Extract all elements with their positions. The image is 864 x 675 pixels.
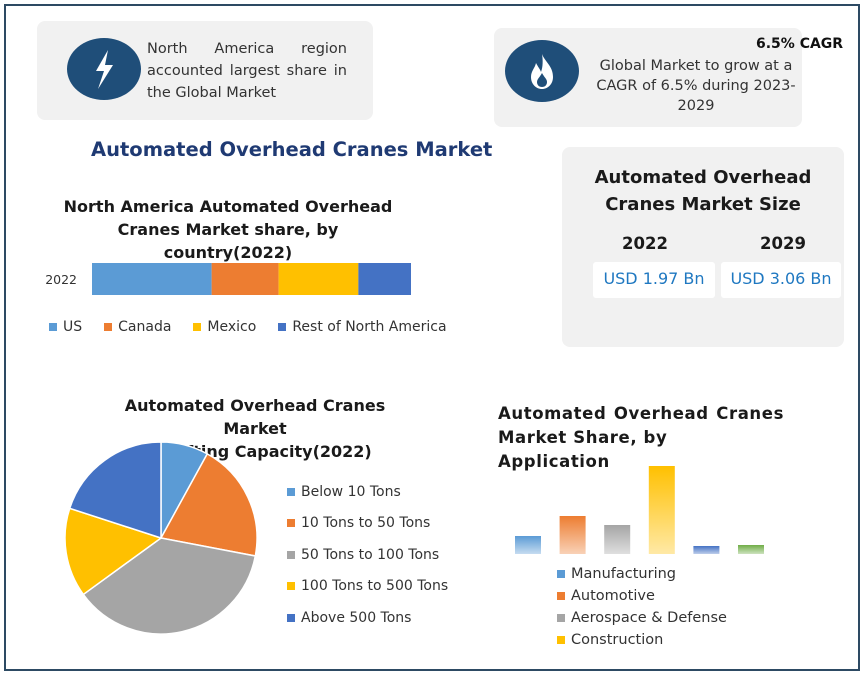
- market-size-card: [562, 147, 844, 347]
- title-word: Cranes: [716, 404, 784, 423]
- info-cagr-text-line3: 2029: [677, 98, 715, 114]
- market-size-year-2029: 2029: [760, 234, 806, 253]
- legend-item-automotive: Automotive: [557, 585, 727, 607]
- capacity-chart-title-line2: by, Lifting Capacity(2022): [138, 442, 372, 461]
- country-chart-legend: US Canada Mexico Rest of North America: [49, 319, 447, 335]
- legend-label: Construction: [571, 632, 664, 648]
- capacity-chart-legend: Below 10 Tons 10 Tons to 50 Tons 50 Tons t…: [287, 476, 448, 634]
- legend-item-below-10-tons: Below 10 Tons: [287, 476, 448, 508]
- legend-label: Above 500 Tons: [301, 609, 412, 626]
- legend-item-aerospace-and-defense: Aerospace & Defense: [557, 607, 727, 629]
- page-title: Automated Overhead Cranes Market: [91, 138, 493, 161]
- application-chart-title-line2: Market Share, by Application: [498, 428, 668, 471]
- legend-item-10-tons-to-50-tons: 10 Tons to 50 Tons: [287, 508, 448, 540]
- infographic-frame: [4, 4, 860, 671]
- legend-swatch: [557, 614, 565, 622]
- capacity-chart-title: Automated Overhead Cranes Market by, Lif…: [94, 394, 416, 463]
- legend-swatch: [104, 323, 113, 331]
- legend-swatch: [287, 519, 295, 528]
- legend-swatch: [49, 323, 57, 331]
- lightning-bolt-icon: [67, 38, 141, 100]
- legend-label: 100 Tons to 500 Tons: [301, 578, 449, 595]
- legend-swatch: [287, 613, 295, 622]
- legend-label: US: [63, 319, 83, 335]
- legend-label: 10 Tons to 50 Tons: [301, 515, 431, 532]
- info-region-text-line1: North America region: [147, 41, 347, 57]
- legend-swatch: [287, 487, 295, 496]
- legend-item-100-tons-to-500-tons: 100 Tons to 500 Tons: [287, 571, 448, 603]
- legend-item-rest-of-north-america: Rest of North America: [278, 319, 447, 335]
- country-chart-title-line2: Cranes Market share, by country(2022): [117, 220, 339, 262]
- legend-label: Manufacturing: [571, 566, 676, 582]
- country-chart-title: North America Automated Overhead Cranes …: [58, 195, 398, 264]
- market-size-title-line2: Cranes Market Size: [605, 194, 801, 215]
- legend-label: Aerospace & Defense: [571, 610, 727, 626]
- legend-swatch: [193, 323, 202, 331]
- legend-item-mexico: Mexico: [193, 319, 256, 335]
- title-word: Overhead: [613, 404, 709, 423]
- legend-label: Rest of North America: [292, 319, 447, 335]
- info-region-text-line3: the Global Market: [147, 85, 277, 101]
- market-size-value-2029: USD 3.06 Bn: [721, 262, 841, 298]
- legend-swatch: [287, 550, 295, 559]
- legend-label: Mexico: [207, 319, 257, 335]
- application-chart-title: Automated Overhead Cranes Market Share, by…: [498, 402, 784, 474]
- market-size-value-2022: USD 1.97 Bn: [593, 262, 715, 298]
- title-word: Automated: [498, 404, 607, 423]
- capacity-chart-title-line1: Automated Overhead Cranes Market: [124, 396, 386, 438]
- cagr-label: 6.5% CAGR: [756, 36, 844, 52]
- country-chart-title-line1: North America Automated Overhead: [63, 197, 393, 216]
- legend-label: Automotive: [571, 588, 655, 604]
- legend-item-above-500-tons: Above 500 Tons: [287, 602, 448, 634]
- legend-swatch: [557, 592, 565, 600]
- legend-swatch: [278, 323, 287, 331]
- legend-item-us: US: [49, 319, 82, 335]
- legend-swatch: [557, 570, 565, 578]
- legend-label: 50 Tons to 100 Tons: [301, 546, 440, 563]
- market-size-title: Automated Overhead Cranes Market Size: [562, 164, 844, 218]
- market-size-year-2022: 2022: [622, 234, 668, 253]
- market-size-title-line1: Automated Overhead: [594, 167, 812, 188]
- legend-item-manufacturing: Manufacturing: [557, 563, 727, 585]
- legend-label: Below 10 Tons: [301, 483, 401, 500]
- info-cagr-text-line1: Global Market to grow at a: [599, 58, 793, 74]
- legend-item-construction: Construction: [557, 629, 727, 651]
- flame-icon: [505, 40, 579, 102]
- info-cagr-text-line2: CAGR of 6.5% during 2023-: [596, 78, 796, 94]
- info-region-text-line2: accounted largest share in: [147, 63, 347, 79]
- legend-label: Canada: [118, 319, 172, 335]
- legend-swatch: [287, 582, 295, 591]
- application-chart-title-line1: Automated Overhead Cranes: [498, 402, 784, 426]
- legend-swatch: [557, 636, 565, 644]
- legend-item-canada: Canada: [104, 319, 171, 335]
- legend-item-50-tons-to-100-tons: 50 Tons to 100 Tons: [287, 539, 448, 571]
- application-chart-legend: Manufacturing Automotive Aerospace & Defen…: [557, 563, 727, 651]
